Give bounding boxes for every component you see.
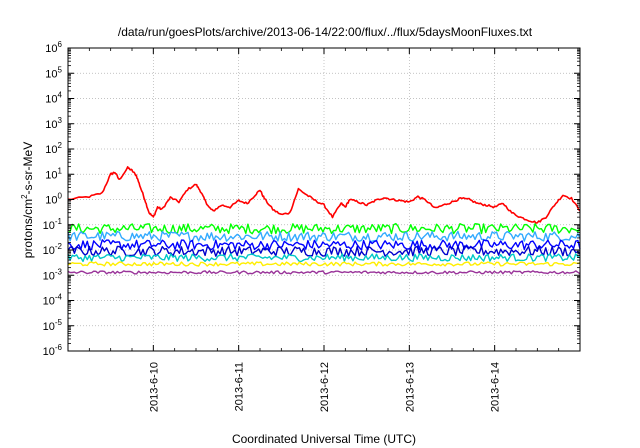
- y-tick-label-base: 10: [45, 68, 57, 80]
- y-tick-label: 10-1: [43, 217, 63, 232]
- y-axis-label: protons/cm2-s-sr-MeV: [20, 142, 35, 258]
- y-axis: 10-610-510-410-310-210-11001011021031041…: [43, 40, 580, 358]
- x-tick-label: 2013-6-11: [234, 362, 246, 411]
- x-tick-label: 2013-6-10: [148, 362, 160, 412]
- series-line-6: [67, 253, 581, 263]
- y-tick-label-base: 10: [45, 119, 57, 131]
- y-tick-label-exp: 1: [58, 166, 63, 175]
- series-group: [67, 166, 581, 275]
- grid: [68, 48, 580, 351]
- y-tick-label-exp: -2: [55, 242, 63, 251]
- y-tick-label-base: 10: [45, 195, 57, 207]
- series-line-4: [67, 239, 581, 251]
- y-tick-label: 10-5: [43, 318, 63, 333]
- y-tick-label-exp: 0: [58, 192, 63, 201]
- y-axis-label-sup: 2: [20, 194, 29, 199]
- y-tick-label-base: 10: [43, 321, 55, 333]
- x-tick-label: 2013-6-12: [319, 362, 331, 412]
- x-tick-label: 2013-6-13: [404, 362, 416, 412]
- y-tick-label-base: 10: [45, 144, 57, 156]
- y-tick-label-base: 10: [45, 94, 57, 106]
- y-tick-label-exp: -6: [55, 343, 63, 352]
- y-tick-label: 10-6: [43, 343, 63, 358]
- y-axis-label-prefix: protons/cm: [21, 199, 35, 258]
- y-tick-label: 10-3: [43, 267, 63, 282]
- y-tick-label-exp: -1: [55, 217, 63, 226]
- y-tick-label-base: 10: [43, 270, 55, 282]
- x-axis-label: Coordinated Universal Time (UTC): [232, 432, 416, 446]
- y-tick-label-exp: -4: [55, 293, 63, 302]
- series-line-2: [67, 222, 581, 235]
- y-tick-label-exp: 6: [58, 40, 63, 49]
- y-tick-label-exp: 3: [58, 116, 63, 125]
- y-tick-label: 104: [45, 91, 62, 106]
- y-tick-label: 10-4: [43, 293, 63, 308]
- y-tick-label-exp: -5: [55, 318, 63, 327]
- y-tick-label: 106: [45, 40, 62, 55]
- y-tick-label-exp: 5: [58, 65, 63, 74]
- y-tick-label-base: 10: [43, 245, 55, 257]
- chart-title: /data/run/goesPlots/archive/2013-06-14/2…: [118, 25, 533, 39]
- y-tick-label-base: 10: [43, 346, 55, 358]
- y-tick-label: 10-2: [43, 242, 63, 257]
- y-tick-label-base: 10: [43, 220, 55, 232]
- y-tick-label: 105: [45, 65, 62, 80]
- series-line-7: [67, 261, 581, 267]
- series-line-8: [67, 270, 581, 275]
- series-line-1: [67, 166, 581, 224]
- series-line-5: [67, 245, 581, 257]
- y-tick-label-base: 10: [43, 296, 55, 308]
- y-axis-label-suffix: -s-sr-MeV: [21, 142, 35, 195]
- x-axis: 2013-6-10 2013-6-11 2013-6-12 2013-6-13 2013…: [88, 48, 560, 412]
- series-line-3: [67, 230, 581, 242]
- y-tick-label: 100: [45, 192, 62, 207]
- y-tick-label-base: 10: [45, 43, 57, 55]
- y-tick-label: 103: [45, 116, 62, 131]
- y-tick-label-exp: 2: [58, 141, 63, 150]
- y-tick-label-exp: -3: [55, 267, 63, 276]
- y-tick-label: 102: [45, 141, 62, 156]
- y-tick-label-base: 10: [45, 169, 57, 181]
- x-tick-label: 2013-6-14: [490, 362, 502, 412]
- y-tick-label: 101: [45, 166, 62, 181]
- y-tick-label-exp: 4: [58, 91, 63, 100]
